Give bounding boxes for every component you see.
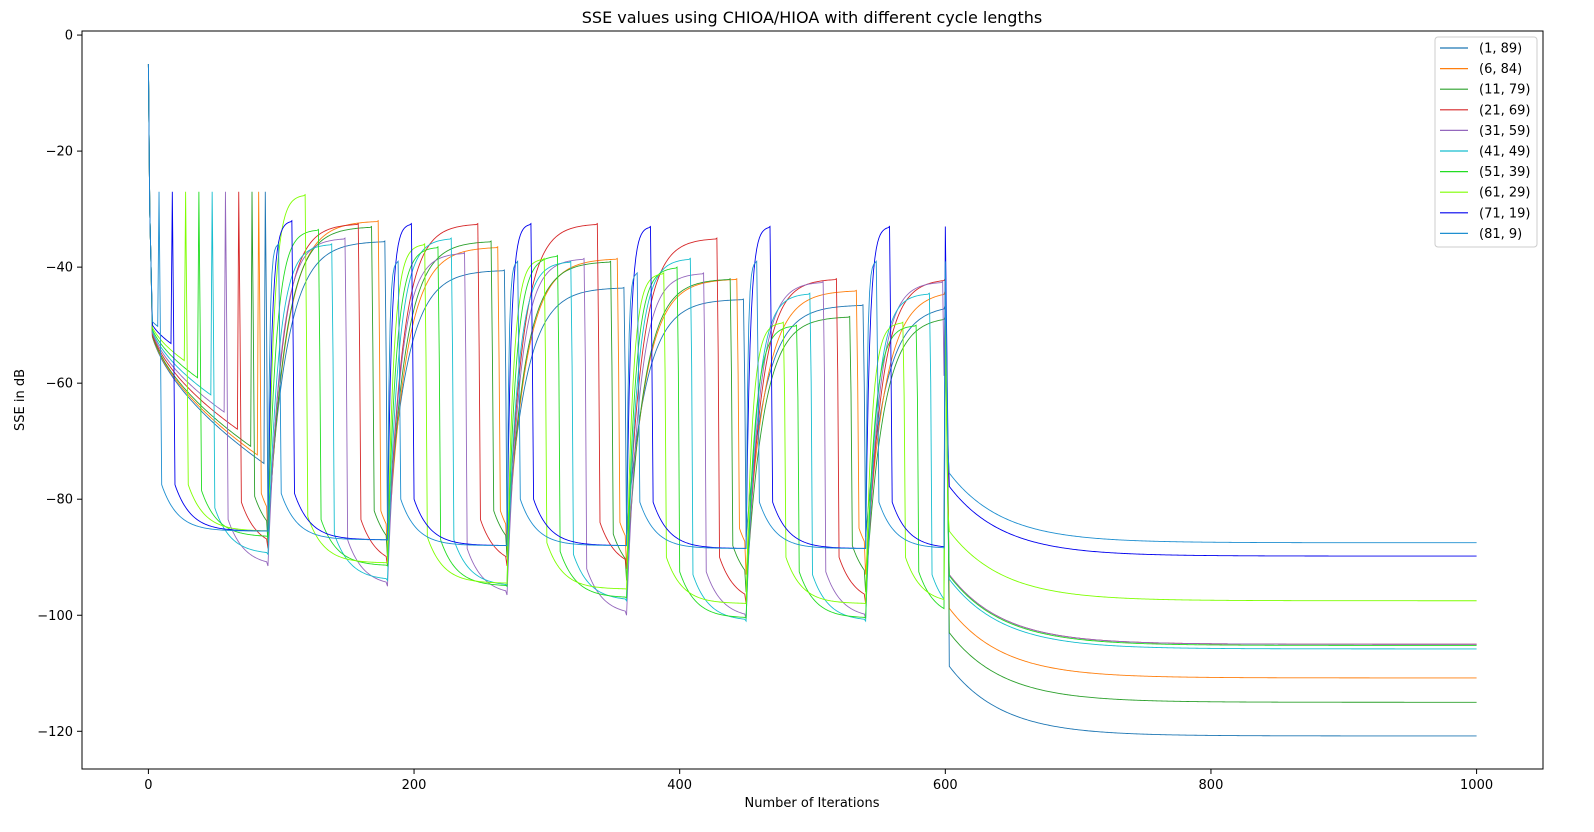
legend-label: (61, 29): [1479, 186, 1531, 201]
y-tick-label: −40: [46, 261, 73, 276]
plot-frame: [81, 30, 1544, 770]
y-axis: 0 −20 −40 −60 −80 −100 −120: [37, 29, 82, 740]
x-tick-label: 0: [144, 778, 152, 793]
y-tick-label: −60: [46, 377, 73, 392]
x-axis-title: Number of Iterations: [745, 796, 880, 811]
y-tick-label: −80: [46, 493, 73, 508]
legend-label: (71, 19): [1479, 206, 1531, 221]
x-tick-label: 400: [667, 778, 692, 793]
legend-label: (31, 59): [1479, 124, 1531, 139]
series-line: [147, 64, 1477, 645]
y-tick-label: −20: [46, 145, 73, 160]
series-line: [147, 64, 1477, 737]
legend: (1, 89) (6, 84) (11, 79) (21, 69) (31, 59) (4…: [1434, 36, 1538, 248]
legend-label: (1, 89): [1479, 42, 1522, 57]
x-axis: 0 200 400 600 800 1000: [144, 769, 1493, 793]
series-line: [147, 64, 1477, 650]
series-line: [147, 64, 1477, 605]
legend-label: (11, 79): [1479, 83, 1531, 98]
legend-label: (81, 9): [1479, 227, 1522, 242]
legend-label: (6, 84): [1479, 62, 1522, 77]
legend-label: (41, 49): [1479, 145, 1531, 160]
y-tick-label: −100: [37, 609, 73, 624]
chart-title: SSE values using CHIOA/HIOA with differe…: [582, 8, 1042, 27]
legend-label: (51, 39): [1479, 165, 1531, 180]
series-line: [147, 64, 1477, 550]
legend-label: (21, 69): [1479, 103, 1531, 118]
series-line: [147, 64, 1477, 703]
x-tick-label: 1000: [1460, 778, 1493, 793]
y-tick-label: −120: [37, 725, 73, 740]
x-tick-label: 600: [933, 778, 958, 793]
y-axis-title: SSE in dB: [13, 369, 28, 431]
x-tick-label: 200: [402, 778, 427, 793]
series-line: [147, 64, 1477, 646]
y-tick-label: 0: [65, 29, 73, 44]
x-tick-label: 800: [1199, 778, 1224, 793]
series-group: [147, 64, 1477, 737]
series-line: [147, 64, 1477, 679]
